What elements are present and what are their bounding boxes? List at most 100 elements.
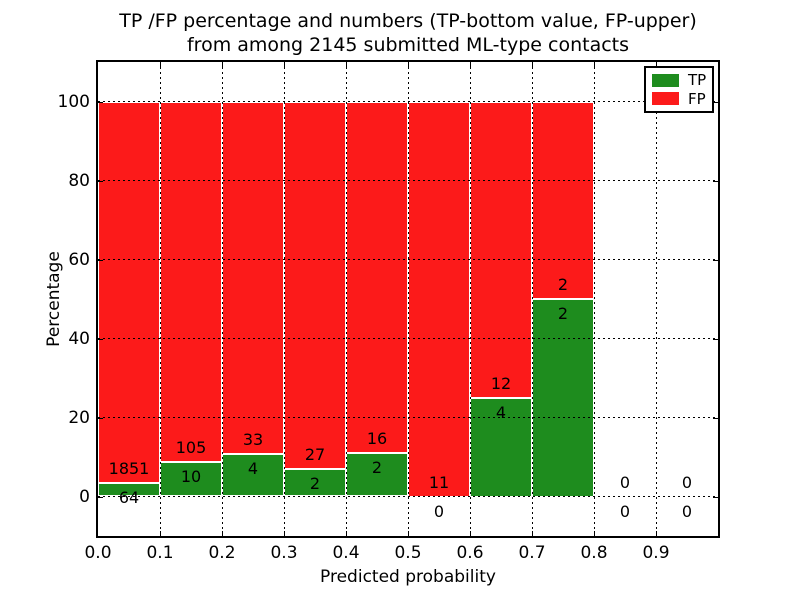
y-tick-mark bbox=[713, 338, 718, 340]
x-tick-mark bbox=[284, 531, 285, 536]
vertical-gridline bbox=[345, 62, 347, 536]
x-tick-label: 0.8 bbox=[580, 543, 608, 563]
vertical-gridline bbox=[283, 62, 285, 536]
fp-bar-segment bbox=[532, 101, 594, 299]
x-tick-mark bbox=[160, 62, 161, 67]
y-tick-label: 100 bbox=[57, 91, 90, 112]
x-tick-mark bbox=[408, 62, 409, 67]
x-tick-mark bbox=[222, 531, 223, 536]
tp-bar-segment bbox=[222, 453, 284, 497]
y-tick-mark bbox=[713, 101, 718, 103]
vertical-gridline bbox=[531, 62, 533, 536]
x-tick-mark bbox=[408, 531, 409, 536]
chart-title-line1: TP /FP percentage and numbers (TP-bottom… bbox=[119, 10, 697, 32]
fp-bar-segment bbox=[160, 101, 222, 463]
fp-count-label: 1851 bbox=[108, 459, 150, 479]
fp-count-label: 16 bbox=[366, 428, 388, 448]
x-tick-mark bbox=[470, 62, 471, 67]
fp-bar-segment bbox=[222, 101, 284, 454]
fp-legend-label: FP bbox=[688, 89, 706, 108]
tp-count-label: 2 bbox=[309, 474, 321, 494]
vertical-gridline bbox=[593, 62, 595, 536]
y-tick-mark bbox=[713, 496, 718, 498]
x-tick-mark bbox=[160, 531, 161, 536]
tp-count-label: 4 bbox=[495, 402, 507, 422]
annotation-layer: 1851 64 105 10 33 4 27 2 16 2 11 0 12 4 2 2 0 0 0 0 bbox=[98, 62, 718, 536]
y-tick-mark bbox=[98, 338, 103, 340]
x-tick-label: 0.7 bbox=[518, 543, 546, 563]
y-tick-mark bbox=[98, 180, 103, 182]
tp-count-label: 0 bbox=[681, 501, 693, 521]
y-tick-mark bbox=[98, 101, 103, 103]
fp-count-label: 105 bbox=[175, 438, 207, 458]
x-tick-mark bbox=[594, 531, 595, 536]
fp-bar-segment bbox=[470, 101, 532, 398]
x-tick-mark bbox=[594, 62, 595, 67]
tp-count-label: 2 bbox=[371, 457, 383, 477]
tp-count-label: 0 bbox=[619, 501, 631, 521]
vertical-gridline bbox=[221, 62, 223, 536]
grid-layer bbox=[98, 62, 718, 536]
tp-count-label: 0 bbox=[433, 501, 445, 521]
legend-item-fp: FP bbox=[652, 91, 706, 107]
tp-bar-segment bbox=[470, 397, 532, 497]
x-tick-label: 0.6 bbox=[456, 543, 484, 563]
x-tick-label: 0.4 bbox=[332, 543, 360, 563]
y-tick-mark bbox=[713, 180, 718, 182]
x-tick-mark bbox=[532, 62, 533, 67]
x-tick-mark bbox=[284, 62, 285, 67]
x-tick-mark bbox=[346, 62, 347, 67]
x-tick-mark bbox=[222, 62, 223, 67]
tp-bar-segment bbox=[284, 469, 346, 497]
y-tick-mark bbox=[713, 417, 718, 419]
vertical-gridline bbox=[159, 62, 161, 536]
fp-count-label: 27 bbox=[304, 445, 326, 465]
vertical-gridline bbox=[469, 62, 471, 536]
y-tick-label: 20 bbox=[68, 407, 90, 428]
x-tick-label: 0.5 bbox=[394, 543, 422, 563]
fp-count-label: 11 bbox=[428, 472, 450, 492]
bars-layer bbox=[98, 62, 718, 536]
x-tick-label: 0.0 bbox=[84, 543, 112, 563]
tp-count-label: 10 bbox=[180, 467, 202, 487]
y-axis-label: Percentage bbox=[44, 251, 64, 347]
x-tick-label: 0.2 bbox=[208, 543, 236, 563]
fp-bar-segment bbox=[284, 101, 346, 470]
fp-bar-segment bbox=[346, 101, 408, 453]
fp-bar-segment bbox=[98, 101, 160, 484]
x-tick-mark bbox=[470, 531, 471, 536]
fp-count-label: 0 bbox=[619, 472, 631, 492]
legend: TP FP bbox=[644, 66, 714, 113]
x-tick-label: 0.9 bbox=[642, 543, 670, 563]
tp-bar-segment bbox=[160, 462, 222, 497]
fp-bar-segment bbox=[408, 101, 470, 497]
plot-area: 1851 64 105 10 33 4 27 2 16 2 11 0 12 4 2 2 0 0 0 0 TP FP bbox=[96, 60, 720, 538]
tp-count-label: 64 bbox=[118, 488, 140, 508]
y-tick-mark bbox=[98, 496, 103, 498]
y-tick-label: 40 bbox=[68, 328, 90, 349]
fp-legend-swatch bbox=[652, 92, 679, 106]
fp-count-label: 12 bbox=[490, 373, 512, 393]
legend-item-tp: TP bbox=[652, 72, 706, 88]
tp-count-label: 4 bbox=[247, 458, 259, 478]
vertical-gridline bbox=[655, 62, 657, 536]
chart-title: TP /FP percentage and numbers (TP-bottom… bbox=[96, 9, 720, 57]
fp-count-label: 0 bbox=[681, 472, 693, 492]
x-tick-mark bbox=[656, 531, 657, 536]
x-tick-mark bbox=[346, 531, 347, 536]
x-tick-label: 0.3 bbox=[270, 543, 298, 563]
tp-legend-swatch bbox=[652, 73, 679, 87]
x-tick-label: 0.1 bbox=[146, 543, 174, 563]
y-tick-label: 80 bbox=[68, 170, 90, 191]
x-tick-mark bbox=[532, 531, 533, 536]
y-tick-mark bbox=[98, 417, 103, 419]
fp-count-label: 2 bbox=[557, 275, 569, 294]
y-tick-mark bbox=[713, 259, 718, 261]
tp-bar-segment bbox=[532, 299, 594, 497]
y-tick-label: 0 bbox=[79, 486, 90, 507]
tp-bar-segment bbox=[346, 452, 408, 497]
chart-title-line2: from among 2145 submitted ML-type contac… bbox=[186, 34, 630, 56]
tp-count-label: 2 bbox=[557, 304, 569, 323]
x-tick-mark bbox=[656, 62, 657, 67]
